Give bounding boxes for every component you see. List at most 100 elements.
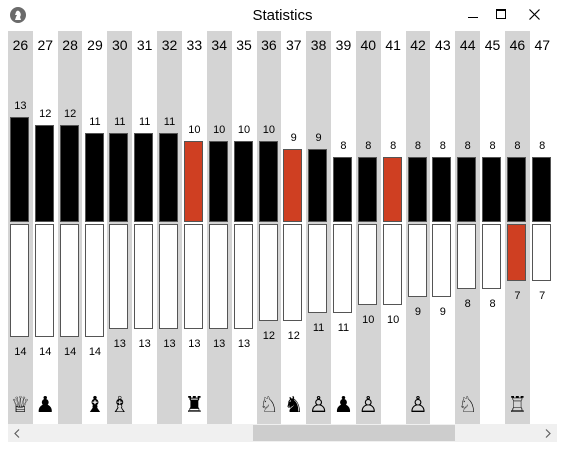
move-column: 36 10 12 ♘ — [256, 31, 282, 424]
top-count-bar — [233, 141, 253, 222]
top-count-bar — [308, 149, 328, 222]
black-bishop-icon: ♝ — [85, 392, 105, 417]
bottom-count-bar — [59, 224, 79, 338]
maximize-button[interactable] — [483, 0, 519, 28]
black-rook-icon: ♜ — [184, 392, 205, 417]
move-column: 44 8 8 ♘ — [455, 31, 481, 424]
move-number: 26 — [12, 37, 29, 53]
move-column: 27 12 14 ♟ — [33, 31, 58, 424]
move-number: 35 — [236, 37, 252, 53]
top-count-label: 8 — [539, 140, 546, 153]
bottom-count-label: 14 — [88, 346, 102, 359]
move-number: 30 — [112, 37, 128, 53]
move-number: 29 — [87, 37, 103, 53]
top-count-label: 13 — [14, 99, 27, 112]
top-count-bar — [34, 124, 54, 222]
bottom-count-label: 14 — [63, 346, 77, 359]
bottom-count-bar — [233, 224, 253, 330]
bottom-count-label: 12 — [287, 330, 300, 343]
top-count-bar — [507, 157, 526, 222]
bottom-count-label: 13 — [113, 338, 126, 351]
top-count-label: 11 — [89, 115, 101, 128]
top-count-bar — [84, 132, 104, 222]
move-column: 29 11 14 ♝ — [83, 31, 108, 424]
bottom-count-label: 11 — [312, 322, 325, 335]
top-count-label: 10 — [213, 124, 226, 136]
statistics-chart: 26 13 14 ♕ 27 12 14 ♟ 28 12 14 29 11 14 ♝ 30 11 13 ♗ 31 11 13… — [8, 31, 557, 424]
chevron-left-icon — [14, 428, 20, 438]
horizontal-scrollbar[interactable] — [8, 424, 557, 442]
white-pawn-icon: ♙ — [308, 392, 329, 417]
move-column: 35 10 13 — [232, 31, 257, 424]
move-number: 45 — [484, 37, 501, 53]
top-count-bar — [208, 141, 228, 222]
top-count-bar — [333, 157, 353, 222]
top-count-bar — [432, 157, 452, 222]
white-knight-icon: ♘ — [457, 392, 478, 417]
top-count-label: 8 — [414, 140, 422, 153]
top-count-label: 8 — [390, 140, 397, 153]
move-number: 32 — [161, 37, 178, 53]
black-pawn-icon: ♟ — [333, 392, 354, 417]
top-count-bar — [357, 157, 377, 222]
bottom-count-bar — [134, 224, 154, 330]
top-count-label: 10 — [188, 124, 201, 136]
white-rook-icon: ♖ — [507, 392, 528, 417]
bottom-count-label: 14 — [39, 346, 52, 359]
top-count-label: 12 — [39, 107, 52, 120]
top-count-label: 11 — [138, 115, 151, 128]
bottom-count-label: 13 — [213, 338, 226, 351]
bottom-count-bar — [109, 224, 129, 330]
bottom-count-label: 13 — [138, 338, 151, 351]
top-count-label: 9 — [290, 132, 297, 145]
bottom-count-bar — [308, 224, 328, 314]
move-column: 34 10 13 — [206, 31, 232, 424]
move-column: 30 11 13 ♗ — [107, 31, 133, 424]
bottom-count-label: 9 — [414, 305, 422, 318]
app-icon — [10, 7, 26, 23]
move-number: 47 — [534, 37, 551, 53]
bottom-count-bar — [382, 224, 402, 305]
bottom-count-label: 10 — [387, 314, 400, 326]
bottom-count-bar — [482, 224, 502, 289]
bottom-count-label: 9 — [439, 305, 446, 318]
black-knight-icon: ♞ — [283, 392, 304, 417]
move-number: 27 — [37, 37, 54, 53]
bottom-count-bar — [507, 224, 526, 281]
top-count-label: 8 — [439, 140, 446, 153]
top-count-bar — [159, 132, 179, 222]
title-bar: Statistics — [0, 0, 565, 31]
move-number: 31 — [136, 37, 153, 53]
bottom-count-bar — [357, 224, 377, 305]
minimize-icon — [468, 16, 478, 18]
top-count-label: 8 — [464, 140, 471, 153]
bottom-count-bar — [34, 224, 54, 338]
top-count-bar — [283, 149, 303, 222]
move-column: 39 8 11 ♟ — [331, 31, 356, 424]
move-column: 28 12 14 — [57, 31, 83, 424]
move-column: 42 8 9 ♙ — [405, 31, 431, 424]
bottom-count-bar — [457, 224, 477, 289]
bottom-count-label: 7 — [539, 289, 546, 302]
bottom-count-label: 13 — [237, 338, 251, 351]
top-count-label: 9 — [315, 132, 322, 145]
bottom-count-bar — [10, 224, 29, 338]
scrollbar-thumb[interactable] — [253, 425, 455, 441]
bottom-count-bar — [333, 224, 353, 314]
bottom-count-bar — [84, 224, 104, 338]
scroll-left-button[interactable] — [8, 424, 26, 442]
bottom-count-label: 7 — [514, 289, 521, 302]
close-icon — [528, 8, 540, 20]
minimize-button[interactable] — [455, 0, 491, 28]
top-count-bar — [258, 141, 278, 222]
top-count-label: 10 — [262, 124, 276, 136]
top-count-label: 8 — [489, 140, 496, 153]
bottom-count-label: 8 — [489, 297, 496, 310]
move-column: 46 8 7 ♖ — [505, 31, 530, 424]
top-count-bar — [10, 116, 29, 222]
top-count-label: 8 — [514, 140, 521, 153]
scroll-right-button[interactable] — [539, 424, 557, 442]
top-count-bar — [134, 132, 154, 222]
top-count-label: 11 — [114, 115, 126, 128]
close-button[interactable] — [511, 0, 557, 28]
